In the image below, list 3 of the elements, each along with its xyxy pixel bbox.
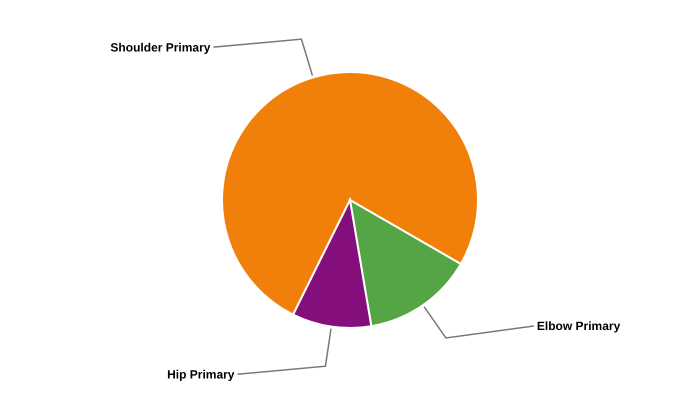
- slice-label: Shoulder Primary: [110, 40, 211, 54]
- slice-label: Hip Primary: [167, 367, 235, 382]
- slice-label: Elbow Primary: [536, 319, 621, 334]
